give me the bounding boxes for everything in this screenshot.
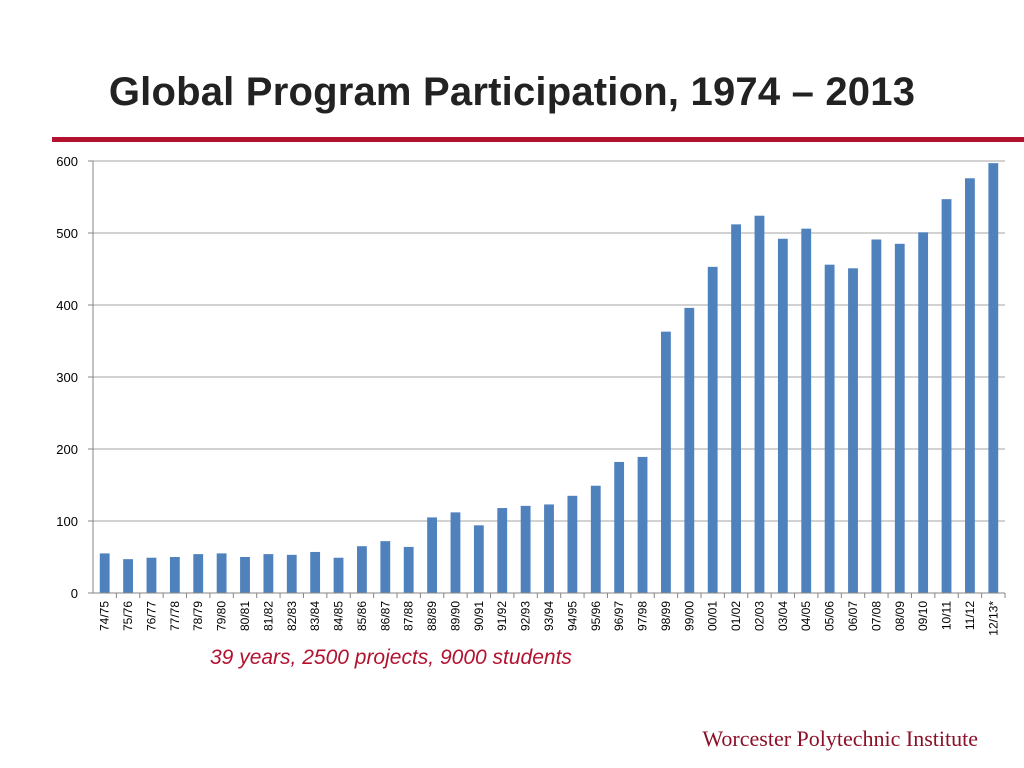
x-tick-label: 76/77 (144, 601, 158, 631)
bar (777, 238, 788, 593)
x-tick-label: 96/97 (612, 601, 626, 631)
x-tick-label: 07/08 (869, 601, 883, 631)
bar (661, 331, 671, 593)
x-tick-label: 09/10 (916, 601, 930, 631)
x-tick-label: 92/93 (519, 601, 533, 631)
bar (520, 505, 531, 593)
x-tick-label: 79/80 (215, 601, 229, 631)
x-tick-label: 97/98 (636, 601, 650, 631)
y-tick-label: 300 (56, 370, 78, 385)
x-tick-label: 03/04 (776, 601, 790, 631)
bar (684, 307, 695, 593)
x-tick-label: 80/81 (238, 601, 252, 631)
bar (216, 553, 227, 593)
bar (310, 551, 321, 593)
bar (637, 456, 648, 593)
bar (965, 178, 975, 593)
bar (357, 546, 367, 593)
x-tick-label: 78/79 (191, 601, 205, 631)
bar (544, 504, 554, 593)
y-tick-label: 600 (56, 154, 78, 169)
x-tick-label: 88/89 (425, 601, 439, 631)
x-tick-label: 11/12 (963, 601, 977, 630)
bar (427, 517, 437, 593)
x-tick-label: 05/06 (823, 601, 837, 631)
bar (450, 512, 461, 593)
bar (333, 557, 344, 593)
bar (988, 163, 999, 593)
x-tick-label: 10/11 (940, 601, 954, 630)
institution-footer: Worcester Polytechnic Institute (702, 726, 978, 751)
x-tick-label: 77/78 (168, 601, 182, 631)
x-tick-label: 87/88 (402, 601, 416, 631)
bar (918, 232, 929, 593)
x-tick-label: 06/07 (846, 601, 860, 631)
bar (731, 224, 741, 594)
title-divider (52, 137, 1024, 142)
bar (240, 557, 250, 593)
bar (754, 215, 765, 593)
y-tick-label: 400 (56, 298, 78, 313)
bar (941, 199, 952, 593)
x-tick-label: 98/99 (659, 601, 673, 631)
x-tick-label: 85/86 (355, 601, 369, 631)
bar (146, 557, 157, 593)
y-tick-label: 0 (71, 586, 78, 601)
chart-caption: 39 years, 2500 projects, 9000 students (210, 646, 572, 669)
y-tick-label: 100 (56, 514, 78, 529)
x-tick-label: 86/87 (378, 601, 392, 631)
bar (707, 266, 718, 593)
x-tick-label: 82/83 (285, 601, 299, 631)
x-tick-label: 95/96 (589, 601, 603, 631)
x-tick-label: 01/02 (729, 601, 743, 631)
y-tick-label: 200 (56, 442, 78, 457)
bar-chart: 0 100 200 300 400 500 600 74/75 75/76 76/77 77/78 7… (56, 154, 1006, 636)
bar (169, 557, 180, 593)
bar (473, 525, 484, 593)
y-tick-label: 500 (56, 226, 78, 241)
bar (848, 268, 858, 593)
x-tick-label: 83/84 (308, 601, 322, 631)
x-tick-label: 75/76 (121, 601, 135, 631)
bar (871, 239, 882, 594)
bar (286, 554, 297, 593)
slide-title: Global Program Participation, 1974 – 201… (108, 70, 916, 114)
bar (894, 243, 905, 594)
x-tick-label: 99/00 (682, 601, 696, 631)
bar (403, 546, 414, 593)
bar (590, 485, 601, 593)
bar (380, 541, 391, 593)
x-tick-label: 74/75 (98, 601, 112, 631)
x-tick-label: 94/95 (565, 601, 579, 631)
bar (614, 461, 625, 593)
bar (99, 553, 110, 593)
bar (824, 264, 835, 593)
x-tick-label: 84/85 (332, 601, 346, 631)
x-tick-label: 91/92 (495, 601, 509, 631)
bar (123, 559, 133, 593)
x-tick-label: 12/13* (986, 601, 1000, 636)
x-tick-label: 02/03 (752, 601, 766, 631)
x-tick-label: 08/09 (893, 601, 907, 631)
bar (801, 228, 812, 593)
bar (497, 508, 508, 593)
x-tick-label: 00/01 (706, 601, 720, 631)
x-tick-label: 93/94 (542, 601, 556, 631)
x-tick-label: 90/91 (472, 601, 486, 631)
x-tick-label: 04/05 (799, 601, 813, 631)
bar (193, 554, 204, 593)
bar (567, 495, 578, 593)
x-tick-label: 89/90 (448, 601, 462, 631)
bar (263, 554, 274, 593)
x-tick-label: 81/82 (261, 601, 275, 631)
